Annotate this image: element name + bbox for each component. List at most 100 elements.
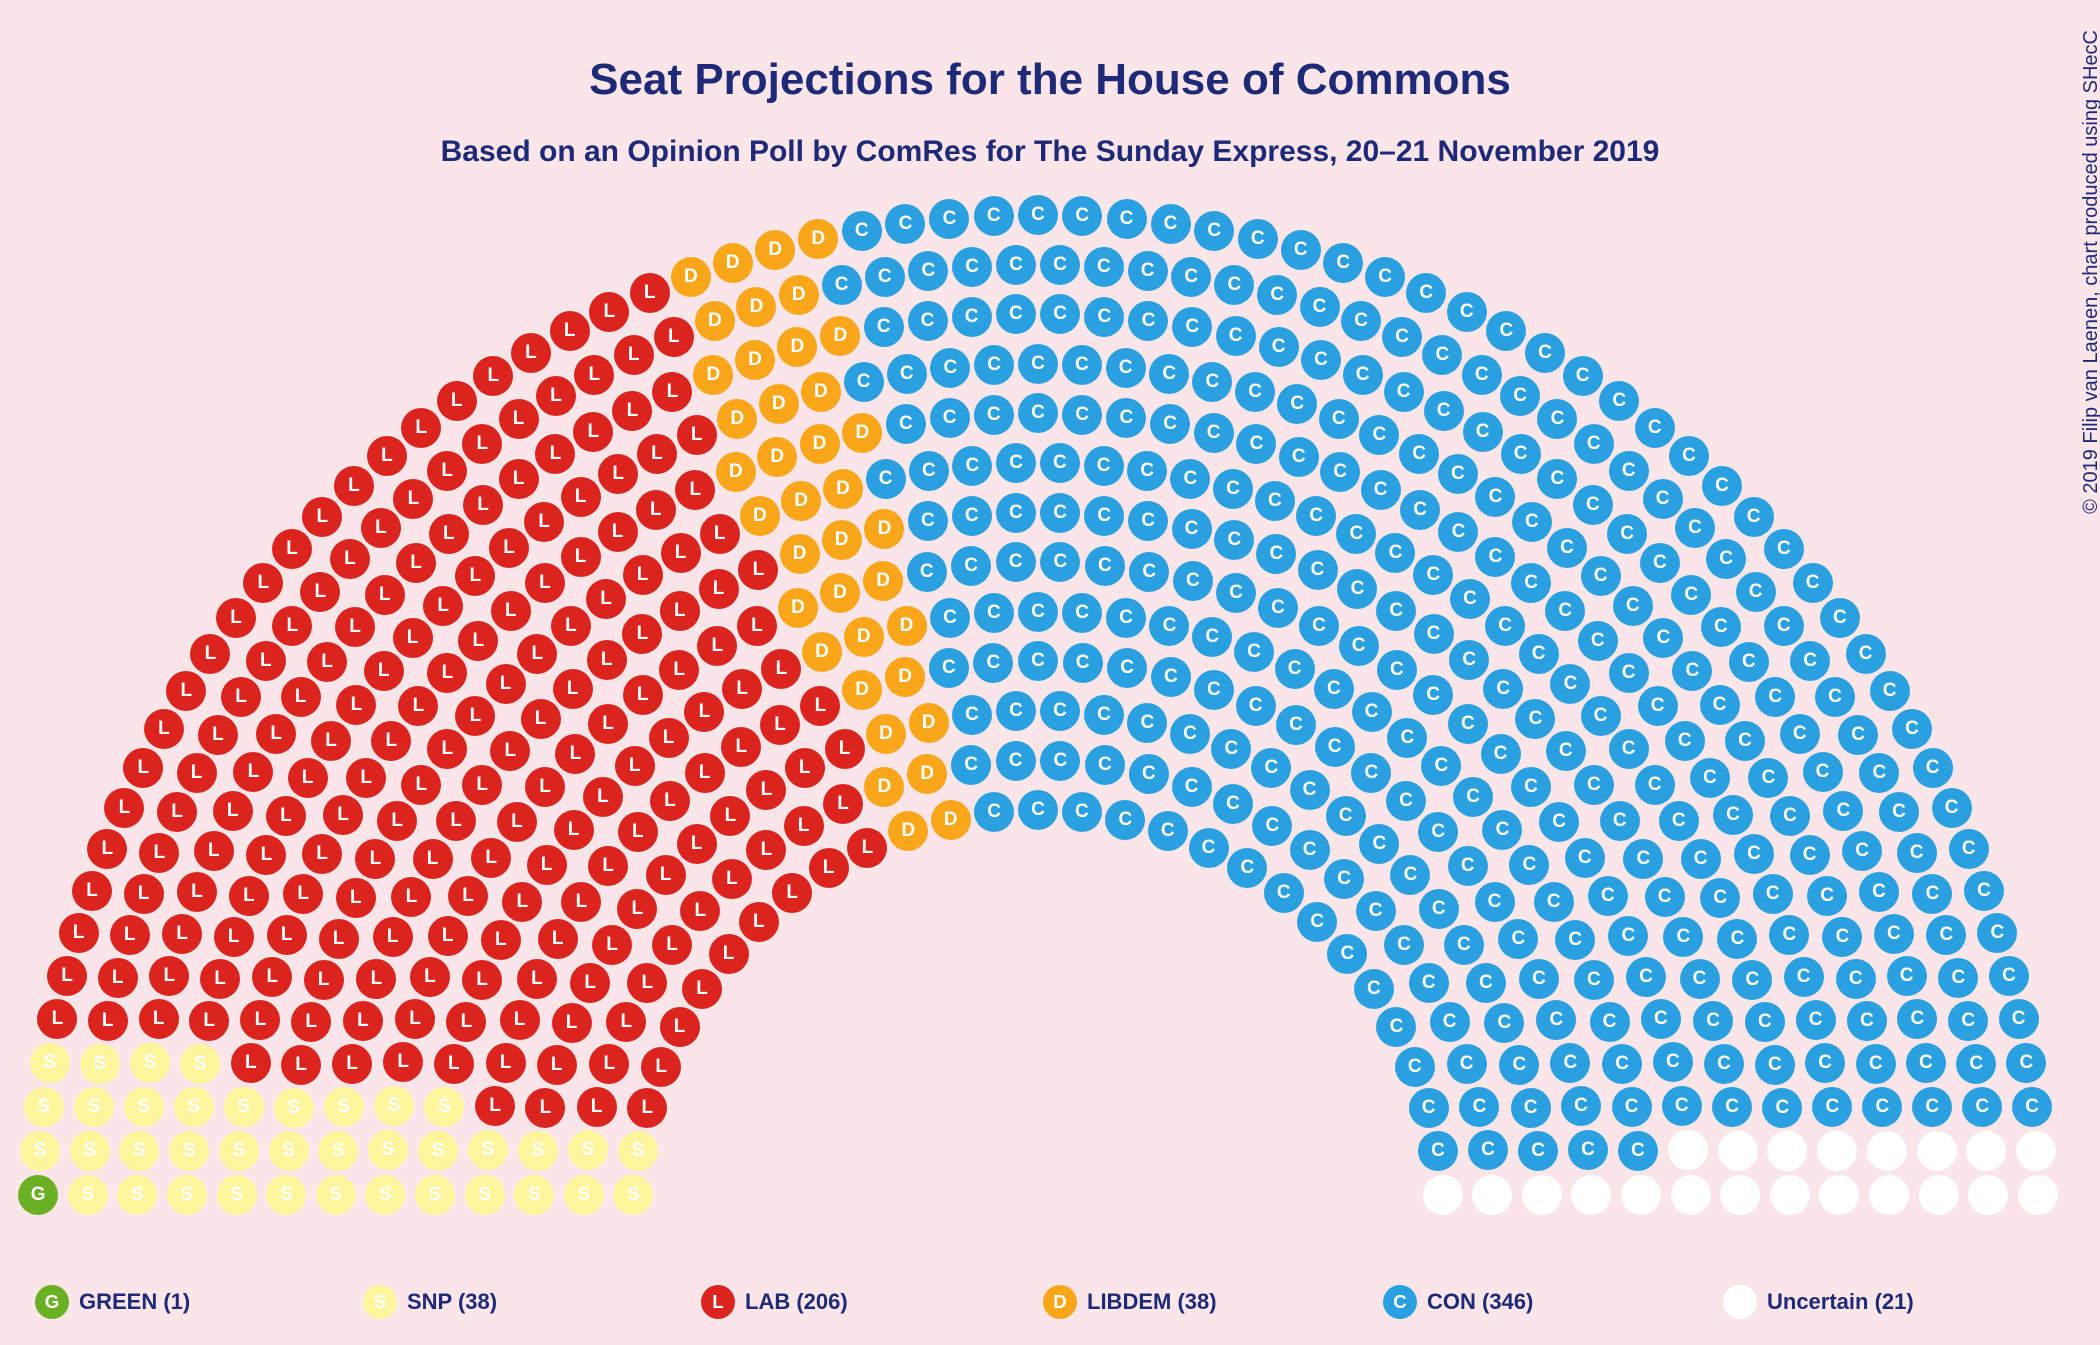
seat-lab: L [847,828,887,868]
seat-con: C [1018,641,1058,681]
seat-con: C [1693,1001,1733,1041]
seat-lab: L [189,1001,229,1041]
seat-libdem: D [781,481,821,521]
seat-con: C [1406,273,1446,313]
seat-lab: L [598,454,638,494]
seat-con: C [1762,1088,1802,1128]
seat-snp: S [368,1130,408,1170]
seat-con: C [1040,493,1080,533]
seat-con: C [1599,381,1639,421]
seat-con: C [1386,781,1426,821]
seat-con: C [1324,859,1364,899]
legend-swatch-lab: L [701,1285,735,1319]
seat-con: C [1509,845,1549,885]
seat-lab: L [458,621,498,661]
seat-lab: L [588,704,628,744]
seat-con: C [908,251,948,291]
seat-lab: L [200,959,240,999]
seat-con: C [1736,572,1776,612]
seat-con: C [1107,648,1147,688]
seat-con: C [1561,1086,1601,1126]
seat-con: C [1578,621,1618,661]
seat-libdem: D [759,384,799,424]
seat-con: C [1252,806,1292,846]
seat-con: C [1040,741,1080,781]
seat-libdem: D [671,257,711,297]
seat-lab: L [573,412,613,452]
seat-con: C [1856,1044,1896,1084]
seat-con: C [1444,925,1484,965]
seat-uncertain [1966,1131,2006,1171]
seat-con: C [887,354,927,394]
seat-con: C [885,204,925,244]
seat-lab: L [561,477,601,517]
seat-con: C [1085,745,1125,785]
seat-lab: L [365,575,405,615]
seat-con: C [1755,1045,1795,1085]
seat-lab: L [413,839,453,879]
seat-lab: L [614,335,654,375]
seat-lab: L [304,960,344,1000]
seat-lab: L [427,451,467,491]
seat-lab: L [395,999,435,1039]
seat-con: C [1574,424,1614,464]
seat-snp: S [117,1175,157,1215]
seat-lab: L [554,810,594,850]
seat-lab: L [709,934,749,974]
seat-con: C [1581,556,1621,596]
seat-lab: L [37,999,77,1039]
seat-lab: L [746,830,786,870]
seat-con: C [1574,765,1614,805]
seat-con: C [1194,670,1234,710]
seat-con: C [1390,855,1430,895]
seat-con: C [1382,317,1422,357]
seat-snp: S [618,1131,658,1171]
seat-con: C [1300,287,1340,327]
seat-lab: L [216,598,256,638]
seat-con: C [1264,873,1304,913]
seat-lab: L [302,497,342,537]
seat-uncertain [1423,1175,1463,1215]
seat-snp: S [180,1044,220,1084]
seat-lab: L [622,614,662,654]
seat-con: C [996,443,1036,483]
seat-snp: S [224,1087,264,1127]
seat-lab: L [462,960,502,1000]
seat-con: C [974,792,1014,832]
seat-libdem: D [695,301,735,341]
seat-lab: L [760,705,800,745]
seat-con: C [1018,790,1058,830]
seat-con: C [1084,496,1124,536]
seat-lab: L [527,845,567,885]
seat-lab: L [471,838,511,878]
seat-con: C [1213,784,1253,824]
seat-con: C [1574,960,1614,1000]
seat-con: C [1498,919,1538,959]
seat-con: C [1790,641,1830,681]
seat-con: C [1609,653,1649,693]
seat-con: C [1836,959,1876,999]
seat-snp: S [124,1087,164,1127]
seat-con: C [1822,917,1862,957]
seat-lab: L [462,424,502,464]
legend-label-libdem: LIBDEM (38) [1087,1289,1217,1315]
seat-lab: L [231,1043,271,1083]
seat-con: C [1581,696,1621,736]
seat-uncertain [1819,1175,1859,1215]
seat-con: C [1602,1044,1642,1084]
seat-lab: L [383,1042,423,1082]
seat-lab: L [700,514,740,554]
seat-con: C [1626,957,1666,997]
seat-lab: L [525,1088,565,1128]
seat-snp: S [30,1043,70,1083]
seat-lab: L [401,408,441,448]
seat-lab: L [393,618,433,658]
seat-lab: L [710,796,750,836]
legend-item-snp: SSNP (38) [363,1285,497,1319]
seat-con: C [1790,835,1830,875]
seat-con: C [1712,1087,1752,1127]
seat-con: C [1764,529,1804,569]
seat-lab: L [677,824,717,864]
seat-con: C [842,211,882,251]
seat-lab: L [72,871,112,911]
